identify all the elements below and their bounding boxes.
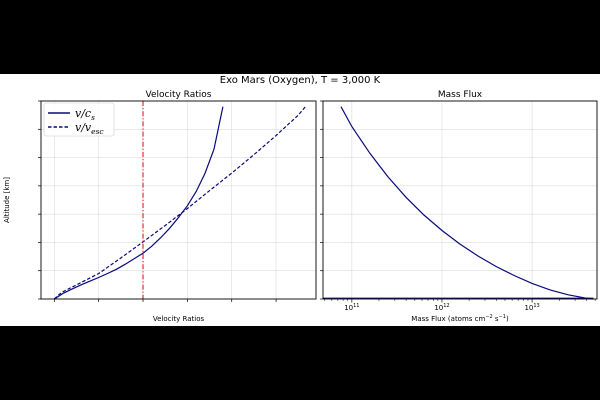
legend-label: v/cs (75, 107, 95, 122)
mass-flux-x-tick-exponent: 12 (443, 303, 449, 309)
mass-flux-x-tick-exponent: 11 (353, 303, 359, 309)
series-line-v-over-cs (53, 106, 224, 300)
mass-flux-x-tick-exponent: 13 (533, 303, 539, 309)
mass-flux-axes: 1011 1012 1013 Mass Flux Mass Flux (atoms … (320, 90, 598, 323)
velocity-ratios-title: Velocity Ratios (146, 90, 212, 100)
mass-flux-x-tick-base: 10 (434, 304, 443, 312)
mass-flux-x-tick-base: 10 (344, 304, 353, 312)
mass-flux-x-tick-label: 1012 (434, 303, 449, 312)
mass-flux-xlabel-end: ) (506, 315, 509, 323)
mass-flux-xlabel: Mass Flux (atoms cm−2 s−1) (411, 314, 509, 323)
mass-flux-x-tick-label: 1013 (524, 303, 539, 312)
velocity-ratios-frame (40, 100, 317, 300)
mass-flux-curve (340, 106, 594, 300)
mass-flux-x-tick-label: 1011 (344, 303, 359, 312)
legend-label-main: v/c (75, 107, 91, 120)
mass-flux-xlabel-mid: s (493, 315, 499, 323)
mass-flux-xlabel-sup1: −2 (485, 314, 492, 320)
legend: v/csv/vesc (43, 102, 115, 137)
legend-label: v/vesc (75, 121, 104, 136)
series-line-v-over-vesc (53, 106, 306, 300)
velocity-ratios-xlabel: Velocity Ratios (153, 315, 205, 323)
velocity-ratios-axes: Velocity Ratios Velocity Ratios Altitude… (3, 90, 317, 323)
figure-suptitle: Exo Mars (Oxygen), T = 3,000 K (220, 75, 381, 86)
legend-label-subscript: esc (91, 127, 104, 136)
mass-flux-frame (322, 100, 598, 300)
mass-flux-x-tick-base: 10 (524, 304, 533, 312)
mass-flux-title: Mass Flux (438, 90, 483, 100)
legend-label-main: v/v (75, 121, 92, 134)
mass-flux-plot-area (323, 101, 597, 299)
velocity-ratios-ylabel: Altitude [km] (3, 177, 11, 223)
mass-flux-xlabel-main: Mass Flux (atoms cm (411, 315, 485, 323)
legend-label-subscript: s (91, 113, 95, 122)
mass-flux-xlabel-sup2: −1 (499, 314, 506, 320)
